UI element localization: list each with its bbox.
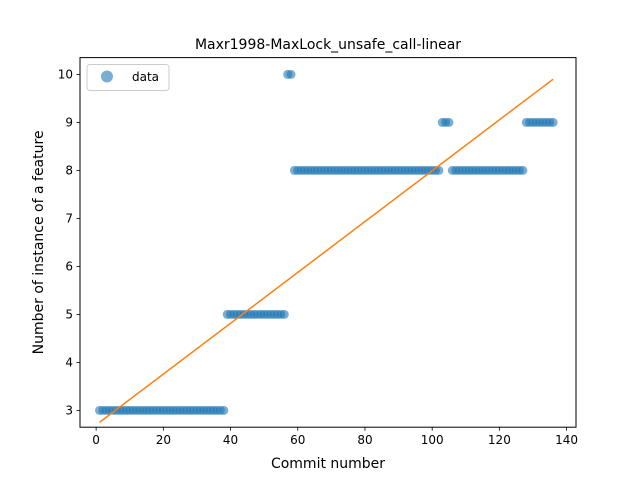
data-point bbox=[287, 70, 296, 79]
data-point bbox=[549, 118, 558, 127]
legend-marker-data bbox=[101, 71, 113, 83]
y-tick-label: 3 bbox=[65, 404, 73, 418]
x-tick-label: 60 bbox=[290, 433, 305, 447]
legend-label-data: data bbox=[132, 70, 159, 84]
chart-title: Maxr1998-MaxLock_unsafe_call-linear bbox=[195, 37, 461, 53]
data-point bbox=[219, 406, 228, 415]
y-tick-label: 5 bbox=[65, 308, 73, 322]
y-axis-label: Number of instance of a feature bbox=[31, 130, 47, 354]
x-tick-label: 20 bbox=[156, 433, 171, 447]
x-axis-label: Commit number bbox=[271, 456, 385, 472]
y-tick-label: 6 bbox=[65, 260, 73, 274]
data-point bbox=[518, 166, 527, 175]
data-point bbox=[280, 310, 289, 319]
x-tick-label: 140 bbox=[555, 433, 578, 447]
y-tick-label: 10 bbox=[58, 68, 73, 82]
y-tick-label: 9 bbox=[65, 116, 73, 130]
y-tick-label: 8 bbox=[65, 164, 73, 178]
y-tick-label: 7 bbox=[65, 212, 73, 226]
data-point bbox=[444, 118, 453, 127]
x-tick-label: 40 bbox=[223, 433, 238, 447]
legend: data bbox=[87, 65, 169, 91]
x-tick-label: 120 bbox=[488, 433, 511, 447]
x-tick-label: 0 bbox=[92, 433, 100, 447]
x-tick-label: 100 bbox=[421, 433, 444, 447]
x-tick-label: 80 bbox=[357, 433, 372, 447]
y-tick-label: 4 bbox=[65, 356, 73, 370]
